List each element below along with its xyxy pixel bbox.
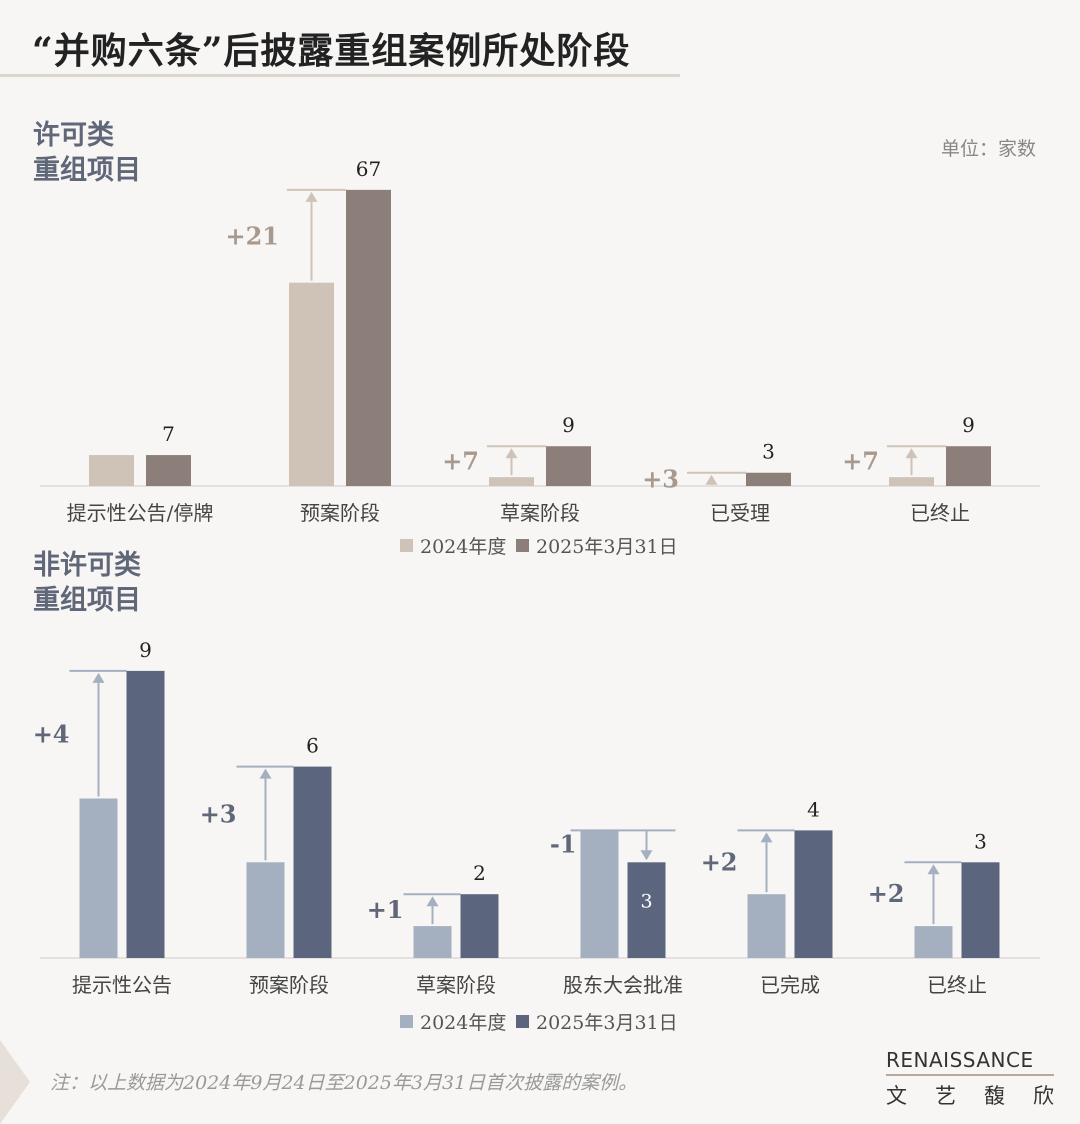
tick-label: 预案阶段 [249,973,329,997]
value-label: 3 [974,829,987,853]
value-label: 9 [139,638,152,662]
bar-2025 [627,862,666,958]
arrowhead-icon [259,768,272,779]
legend-swatch [400,1015,413,1028]
value-label: 67 [356,157,381,181]
tick-label: 草案阶段 [416,973,496,997]
arrowhead-icon [426,896,439,907]
legend-label: 2024年度 [420,1012,506,1034]
legend-swatch [400,539,413,552]
delta-label: +3 [642,464,679,493]
logo-cn: 文艺馥欣 [886,1080,1054,1110]
bar-2025 [346,189,391,487]
delta-label: +2 [868,879,905,908]
bar-2024 [914,926,953,958]
tick-label: 提示性公告/停牌 [67,501,214,525]
legend-swatch [516,539,529,552]
tick-label: 已完成 [760,973,820,997]
bar-2024 [89,455,134,486]
bar-2024 [580,830,619,958]
delta-label: +21 [225,221,279,250]
delta-label: +1 [367,895,404,924]
value-label: 3 [640,890,652,912]
tick-label: 已终止 [927,973,987,997]
logo-en: RENAISSANCE [886,1048,1054,1076]
bar-2024 [489,477,534,486]
delta-label: +2 [701,847,738,876]
tick-label: 提示性公告 [72,973,172,997]
bar-2025 [961,862,1000,958]
value-label: 6 [306,734,319,758]
decorative-triangle [0,1040,30,1124]
arrowhead-icon [760,832,773,843]
bar-2024 [889,477,934,486]
bar-2024 [79,798,118,958]
legend-swatch [516,1015,529,1028]
unit-label: 单位：家数 [940,138,1036,160]
delta-label: +7 [842,447,879,476]
bar-2025 [293,766,332,958]
logo-char: 艺 [935,1084,956,1108]
legend-label: 2025年3月31日 [536,1012,678,1034]
logo-char: 欣 [1033,1084,1054,1108]
delta-label: +4 [33,720,70,749]
page-title: “并购六条”后披露重组案例所处阶段 [32,30,631,72]
bar-2025 [946,446,991,486]
bar-2024 [289,282,334,486]
arrowhead-icon [905,448,918,459]
title-divider [0,74,680,77]
bar-2025 [546,446,591,486]
tick-label: 已受理 [710,501,770,525]
value-label: 2 [473,861,486,885]
arrowhead-icon [92,672,105,683]
tick-label: 股东大会批准 [563,973,683,997]
bar-2025 [794,830,833,958]
value-label: 4 [807,797,820,821]
chart1-title: 许可类 重组项目 [33,120,141,186]
logo-char: 馥 [984,1084,1005,1108]
arrowhead-icon [705,474,718,485]
delta-label: -1 [550,829,577,858]
bar-2025 [746,472,791,486]
footnote: 注：以上数据为2024年9月24日至2025年3月31日首次披露的案例。 [50,1072,638,1094]
legend-label: 2025年3月31日 [536,536,678,558]
tick-label: 预案阶段 [300,501,380,525]
bar-2024 [747,894,786,958]
arrowhead-icon [927,864,940,875]
bar-2024 [413,926,452,958]
tick-label: 草案阶段 [500,501,580,525]
legend-label: 2024年度 [420,536,506,558]
value-label: 9 [962,413,975,437]
bar-2025 [460,894,499,958]
tick-label: 已终止 [910,501,970,525]
bar-2025 [126,670,165,958]
value-label: 7 [162,422,175,446]
value-label: 9 [562,413,575,437]
logo: RENAISSANCE 文 艺 馥 欣 [886,1048,1054,1110]
arrowhead-icon [640,850,653,861]
arrowhead-icon [505,448,518,459]
delta-label: +3 [200,799,237,828]
value-label: 3 [762,440,775,464]
logo-char: 文 [886,1084,907,1108]
delta-label: +7 [442,447,479,476]
bar-2024 [246,862,285,958]
bar-2025 [146,455,191,486]
chart2-title: 非许可类 重组项目 [33,550,141,616]
arrowhead-icon [305,191,318,202]
